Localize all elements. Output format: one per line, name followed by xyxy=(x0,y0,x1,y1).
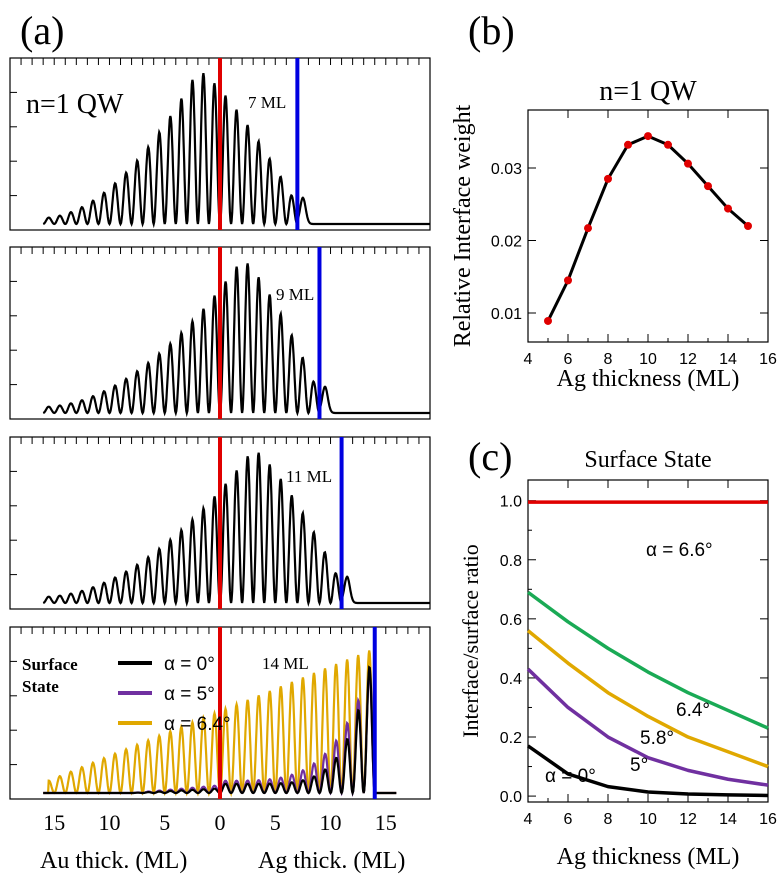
thickness-label: 9 ML xyxy=(276,285,314,304)
x-tick-label: 16 xyxy=(759,351,777,368)
data-point xyxy=(744,222,752,230)
x-tick-label: 10 xyxy=(639,811,657,828)
data-point xyxy=(544,316,552,325)
plot-frame xyxy=(527,109,769,343)
series-label: 6.4° xyxy=(676,700,710,721)
subpanel-title: n=1 QW xyxy=(26,89,124,120)
wavefunction-curve xyxy=(42,452,430,608)
series-label: α = 6.6° xyxy=(646,540,713,561)
data-point xyxy=(684,159,692,168)
x-tick-label: 14 xyxy=(719,351,737,368)
y-tick-label: 0.4 xyxy=(500,671,522,688)
x-tick-label: 4 xyxy=(524,351,533,368)
data-point xyxy=(624,140,632,149)
thickness-label: 14 ML xyxy=(262,654,309,673)
legend-title: Surface State xyxy=(22,655,78,696)
data-point xyxy=(664,140,672,149)
series-line xyxy=(526,744,769,798)
x-axis-label: Ag thickness (ML) xyxy=(557,844,740,870)
x-axis-label: Ag thickness (ML) xyxy=(557,366,740,392)
x-tick-label: 14 xyxy=(719,811,737,828)
wavefunction-curve xyxy=(42,73,430,229)
legend-label: α = 5° xyxy=(164,684,215,705)
panel-c: Surface State 4 6 8 10 12 14 16 0.0 0.2 0.4 0.6 0.8… xyxy=(458,447,777,870)
series-label: 5.8° xyxy=(640,728,674,749)
x-tick-label: 12 xyxy=(679,351,697,368)
x-tick-label: 10 xyxy=(98,810,120,835)
y-tick-label: 0.01 xyxy=(491,306,522,323)
y-tick-label: 0.02 xyxy=(491,234,522,251)
chart-b-title: n=1 QW xyxy=(599,76,697,107)
legend-title-line: Surface xyxy=(22,655,78,674)
data-point xyxy=(704,182,712,191)
subpanel-11ml: 11 ML xyxy=(9,436,431,610)
x-tick-label: 10 xyxy=(639,351,657,368)
data-point xyxy=(584,224,592,233)
legend: α = 0° α = 5° α = 6.4° xyxy=(118,654,231,735)
x-tick-labels: 15 10 5 0 5 10 15 xyxy=(43,810,397,835)
legend-label: α = 6.4° xyxy=(164,714,231,735)
x-tick-label: 5 xyxy=(159,810,170,835)
plot-area: α = 6.6° 6.4°5.8° 5° α = 0° xyxy=(526,500,769,798)
axis-ticks: 4 6 8 10 12 14 16 0.0 0.2 0.4 0.6 0.8 1.0 xyxy=(500,480,777,828)
y-tick-label: 0.8 xyxy=(500,553,522,570)
y-tick-label: 0.2 xyxy=(500,730,522,747)
x-tick-label: 5 xyxy=(270,810,281,835)
subpanel-7ml: n=1 QW 7 ML xyxy=(9,57,431,231)
axis-ticks: 4 6 8 10 12 14 16 0.01 0.02 0.03 xyxy=(491,110,777,368)
y-axis-label: Relative Interface weight xyxy=(450,104,476,347)
x-tick-label: 15 xyxy=(43,810,65,835)
series-line xyxy=(526,629,769,769)
series-line xyxy=(526,667,769,787)
x-tick-label: 8 xyxy=(604,811,613,828)
x-tick-label: 4 xyxy=(524,811,533,828)
series-label: 5° xyxy=(630,755,648,776)
thickness-label: 7 ML xyxy=(248,93,286,112)
legend-label: α = 0° xyxy=(164,654,215,675)
legend-title-line: State xyxy=(22,677,59,696)
panel-label-c: (c) xyxy=(468,434,512,479)
data-point xyxy=(644,132,652,141)
y-tick-label: 0.6 xyxy=(500,612,522,629)
data-point xyxy=(564,276,572,285)
x-tick-label: 10 xyxy=(320,810,342,835)
panel-label-a: (a) xyxy=(20,8,64,53)
panel-label-b: (b) xyxy=(468,8,515,53)
chart-c-title: Surface State xyxy=(584,447,711,473)
x-tick-label: 15 xyxy=(375,810,397,835)
series-line xyxy=(526,590,769,730)
data-point xyxy=(724,204,732,213)
x-tick-label: 12 xyxy=(679,811,697,828)
interface-weight-line xyxy=(546,134,749,322)
panel-a: n=1 QW 7 ML 9 ML 11 ML 14 ML Surface Stat… xyxy=(9,57,431,874)
panel-b: n=1 QW 4 6 8 10 12 14 16 0.01 0.02 0.03 Ag thickn… xyxy=(450,76,777,392)
x-tick-label: 0 xyxy=(215,810,226,835)
x-tick-label: 16 xyxy=(759,811,777,828)
series-label: α = 0° xyxy=(545,766,596,787)
subpanel-9ml: 9 ML xyxy=(9,246,431,420)
x-axis-label-ag: Ag thick. (ML) xyxy=(258,848,405,874)
y-tick-label: 0.0 xyxy=(500,789,522,806)
x-tick-label: 6 xyxy=(564,351,573,368)
data-point xyxy=(604,174,612,183)
y-tick-label: 1.0 xyxy=(500,494,522,511)
wavefunction-curve xyxy=(42,263,430,418)
x-tick-label: 8 xyxy=(604,351,613,368)
x-axis-label-au: Au thick. (ML) xyxy=(40,848,187,874)
thickness-label: 11 ML xyxy=(286,467,332,486)
x-tick-label: 6 xyxy=(564,811,573,828)
plot-area xyxy=(544,132,752,325)
y-tick-label: 0.03 xyxy=(491,161,522,178)
subpanel-14ml: 14 ML Surface State α = 0° α = 5° α = 6.4° xyxy=(9,626,431,800)
y-axis-label: Interface/surface ratio xyxy=(458,544,483,738)
